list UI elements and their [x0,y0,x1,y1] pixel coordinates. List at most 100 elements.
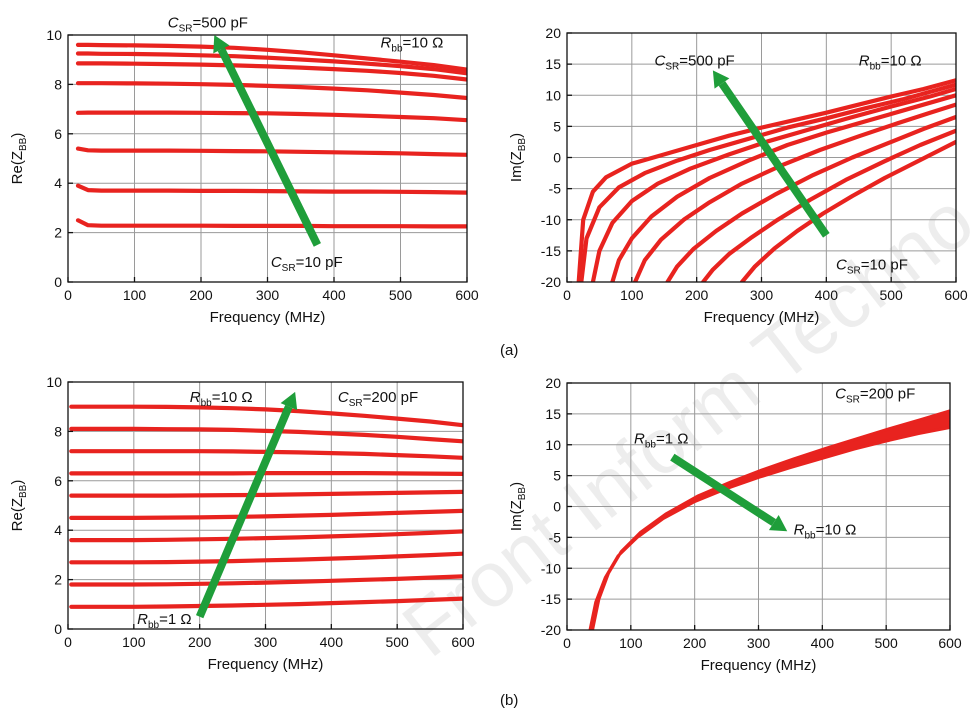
y-tick-label: 8 [54,423,62,439]
tick-labels: 0 100 200 300 400 500 600 0 2 4 6 8 10 [46,374,474,650]
chart-re-zbb-csr: 0 100 200 300 400 500 600 0 2 4 6 8 10 Frequency (MHz… [9,15,479,326]
series-line-7 [701,128,956,282]
arrow-head [768,514,788,532]
series-line-1 [576,78,956,282]
annotation-1: CSR=500 pF [655,52,735,72]
annotation-3: CSR=10 pF [836,257,908,277]
x-tick-label: 100 [123,287,147,303]
series-line-5 [633,102,956,282]
x-tick-label: 600 [944,287,968,303]
y-tick-label: 10 [46,27,62,43]
y-tick-label: 6 [54,126,62,142]
trend-arrow [213,35,321,247]
y-tick-label: 8 [54,76,62,92]
x-tick-label: 300 [254,634,278,650]
series-line-2 [69,426,463,444]
x-tick-label: 500 [389,287,413,303]
annotation-2: Rbb=1 Ω [634,431,688,451]
y-axis-label: Re(ZBB) [9,133,29,185]
annotation-1: CSR=500 pF [168,15,248,35]
chart-im-zbb-csr: 0 100 200 300 400 500 600 -20 -15 -10 -5 0 5 10 15 20 Fr… [508,25,968,326]
arrow-shaft [195,405,293,619]
y-tick-label: 4 [54,522,62,538]
y-axis-label: Im(ZBB) [508,482,528,531]
x-tick-label: 600 [455,287,479,303]
series-line-1 [75,42,467,72]
x-tick-label: 500 [874,635,898,651]
x-tick-label: 400 [815,287,839,303]
series-group [75,42,467,229]
x-tick-label: 100 [619,635,643,651]
x-tick-label: 0 [563,635,571,651]
series-group [576,78,956,282]
series-line-4 [75,81,467,101]
arrow-shaft [217,47,321,247]
series-line-2 [579,82,956,282]
series-line-4 [69,471,463,476]
series-line-2 [75,51,467,76]
series-line-3 [590,86,956,282]
x-tick-label: 100 [620,287,644,303]
series-line-5 [69,489,463,498]
y-axis-label: Re(ZBB) [9,480,29,532]
tick-labels: 0 100 200 300 400 500 600 -20 -15 -10 -5 0 5 10 15 20 [541,25,968,303]
x-tick-label: 400 [320,634,344,650]
series-line-6 [69,508,463,520]
y-tick-label: -5 [549,529,562,545]
annotation-2: CSR=200 pF [338,389,418,409]
annotation-3: Rbb=1 Ω [137,611,191,631]
annotation-3: Rbb=10 Ω [794,521,857,541]
series-line-9 [69,574,463,587]
series-line-4 [610,93,956,282]
series-line-1 [69,404,463,428]
y-tick-label: 20 [545,375,561,391]
y-tick-label: 6 [54,473,62,489]
arrow-head [280,391,298,411]
x-tick-label: 400 [811,635,835,651]
series-line-3 [75,61,467,82]
x-tick-label: 300 [750,287,774,303]
series-line-5 [75,110,467,123]
x-tick-label: 600 [938,635,962,651]
series-line-7 [75,183,467,195]
series-group [588,409,950,630]
tick-labels: 0 100 200 300 400 500 600 0 2 4 6 8 10 [46,27,478,303]
y-tick-label: 5 [553,468,561,484]
y-tick-label: -15 [541,243,561,259]
y-tick-label: 2 [54,572,62,588]
y-tick-label: 10 [46,374,62,390]
y-tick-label: 0 [54,621,62,637]
y-tick-label: -20 [541,274,561,290]
series-group [69,404,463,609]
x-tick-label: 100 [122,634,146,650]
arrow-head [712,70,730,89]
x-tick-label: 300 [747,635,771,651]
y-tick-label: 0 [553,499,561,515]
y-tick-label: 4 [54,175,62,191]
y-axis-label: Im(ZBB) [508,133,528,182]
y-tick-label: 0 [553,150,561,166]
panel-label-a: (a) [500,342,518,359]
annotation-3: CSR=10 pF [271,254,343,274]
trend-arrow [712,70,830,238]
x-tick-label: 300 [256,287,280,303]
x-axis-label: Frequency (MHz) [704,309,820,326]
trend-arrow [670,453,788,532]
tick-labels: 0 100 200 300 400 500 600 -20 -15 -10 -5 0 5 10 15 20 [541,375,962,651]
x-tick-label: 200 [683,635,707,651]
x-tick-label: 200 [188,634,212,650]
series-line-6 [665,114,956,282]
annotation-1: Rbb=10 Ω [190,389,253,409]
y-tick-label: -10 [541,212,561,228]
y-tick-label: -20 [541,622,561,638]
series-line-8 [739,139,956,282]
y-tick-label: 15 [545,56,561,72]
series-line-8 [75,218,467,229]
series-line-8 [69,551,463,565]
x-tick-label: 0 [64,287,72,303]
chart-re-zbb-rbb: 0 100 200 300 400 500 600 0 2 4 6 8 10 Frequency (MHz… [9,374,475,673]
x-axis-label: Frequency (MHz) [701,657,817,674]
y-tick-label: 20 [545,25,561,41]
series-line-6 [75,146,467,157]
